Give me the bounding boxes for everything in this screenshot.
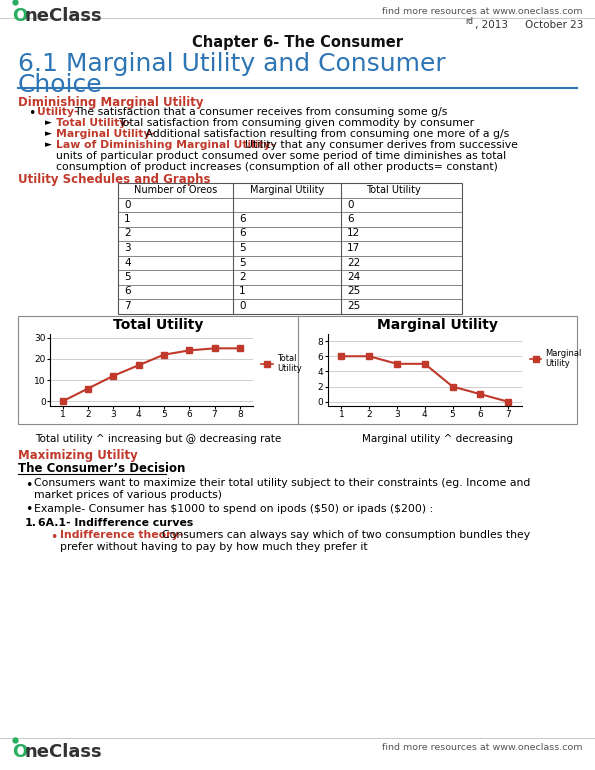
Text: Chapter 6- The Consumer: Chapter 6- The Consumer — [192, 35, 402, 50]
Text: Number of Oreos: Number of Oreos — [134, 185, 217, 195]
Text: neClass: neClass — [24, 7, 102, 25]
Text: Utility-: Utility- — [37, 107, 79, 117]
Text: Marginal Utility-: Marginal Utility- — [56, 129, 155, 139]
Text: Total
Utility: Total Utility — [277, 354, 302, 373]
Text: Indifference theory-: Indifference theory- — [60, 531, 183, 541]
Text: Marginal utility ^ decreasing: Marginal utility ^ decreasing — [362, 434, 513, 444]
Text: 25: 25 — [347, 301, 360, 311]
Text: Marginal Utility: Marginal Utility — [250, 185, 324, 195]
Text: , 2013: , 2013 — [475, 20, 508, 30]
Text: 7: 7 — [124, 301, 131, 311]
Text: O: O — [12, 743, 27, 761]
Text: 25: 25 — [347, 286, 360, 296]
Text: Total Utility-: Total Utility- — [56, 118, 131, 128]
Text: 5: 5 — [239, 243, 246, 253]
Text: 2: 2 — [124, 229, 131, 239]
Text: find more resources at www.oneclass.com: find more resources at www.oneclass.com — [383, 743, 583, 752]
Text: Example- Consumer has $1000 to spend on ipods ($50) or ipads ($200) :: Example- Consumer has $1000 to spend on … — [34, 504, 433, 514]
Text: market prices of various products): market prices of various products) — [34, 490, 222, 500]
Text: Marginal
Utility: Marginal Utility — [546, 349, 582, 368]
Text: 6.1 Marginal Utility and Consumer: 6.1 Marginal Utility and Consumer — [18, 52, 446, 76]
Text: Total Utility: Total Utility — [112, 319, 203, 333]
Text: ►: ► — [45, 118, 52, 127]
Text: 5: 5 — [239, 257, 246, 267]
Text: •: • — [28, 107, 35, 120]
Bar — [118, 183, 462, 313]
Text: 6: 6 — [239, 229, 246, 239]
Text: neClass: neClass — [24, 743, 102, 761]
Text: ►: ► — [45, 140, 52, 149]
Text: 5: 5 — [124, 272, 131, 282]
Text: Choice: Choice — [18, 73, 102, 97]
Bar — [18, 316, 577, 424]
Text: 0: 0 — [124, 199, 130, 209]
Text: 6: 6 — [124, 286, 131, 296]
Text: 17: 17 — [347, 243, 360, 253]
Text: find more resources at www.oneclass.com: find more resources at www.oneclass.com — [383, 7, 583, 16]
Text: Maximizing Utility: Maximizing Utility — [18, 450, 138, 463]
Text: •: • — [25, 478, 32, 491]
Text: Diminishing Marginal Utility: Diminishing Marginal Utility — [18, 96, 203, 109]
Text: 6A.1- Indifference curves: 6A.1- Indifference curves — [38, 517, 193, 527]
Text: •: • — [50, 531, 57, 544]
Text: October 23: October 23 — [525, 20, 583, 30]
Text: consumption of product increases (consumption of all other products= constant): consumption of product increases (consum… — [56, 162, 498, 172]
Text: Marginal Utility: Marginal Utility — [377, 319, 497, 333]
Text: O: O — [12, 7, 27, 25]
Text: ►: ► — [45, 129, 52, 138]
Text: Total satisfaction from consuming given commodity by consumer: Total satisfaction from consuming given … — [118, 118, 474, 128]
Text: •: • — [25, 504, 32, 517]
Text: The satisfaction that a consumer receives from consuming some g/s: The satisfaction that a consumer receive… — [74, 107, 447, 117]
Text: 2: 2 — [239, 272, 246, 282]
Text: The Consumer’s Decision: The Consumer’s Decision — [18, 463, 186, 476]
Text: 1: 1 — [124, 214, 131, 224]
Text: 0: 0 — [347, 199, 353, 209]
Text: 4: 4 — [124, 257, 131, 267]
Text: 0: 0 — [239, 301, 246, 311]
Text: Consumers can always say which of two consumption bundles they: Consumers can always say which of two co… — [162, 531, 530, 541]
Text: units of particular product consumed over some period of time diminishes as tota: units of particular product consumed ove… — [56, 151, 506, 161]
Text: Law of Diminishing Marginal Utility-: Law of Diminishing Marginal Utility- — [56, 140, 275, 150]
Text: 1.: 1. — [25, 517, 37, 527]
Text: Utility Schedules and Graphs: Utility Schedules and Graphs — [18, 173, 211, 186]
Text: Total utility ^ increasing but @ decreasing rate: Total utility ^ increasing but @ decreas… — [35, 434, 281, 444]
Text: rd: rd — [465, 17, 473, 26]
Text: 12: 12 — [347, 229, 360, 239]
Text: 24: 24 — [347, 272, 360, 282]
Text: 6: 6 — [347, 214, 353, 224]
Text: Total Utility: Total Utility — [366, 185, 421, 195]
Text: 6: 6 — [239, 214, 246, 224]
Text: Consumers want to maximize their total utility subject to their constraints (eg.: Consumers want to maximize their total u… — [34, 478, 530, 488]
Text: prefer without having to pay by how much they prefer it: prefer without having to pay by how much… — [60, 541, 368, 551]
Text: Additional satisfaction resulting from consuming one more of a g/s: Additional satisfaction resulting from c… — [142, 129, 509, 139]
Text: 3: 3 — [124, 243, 131, 253]
Text: Utility that any consumer derives from successive: Utility that any consumer derives from s… — [245, 140, 518, 150]
Text: 22: 22 — [347, 257, 360, 267]
Text: 1: 1 — [239, 286, 246, 296]
